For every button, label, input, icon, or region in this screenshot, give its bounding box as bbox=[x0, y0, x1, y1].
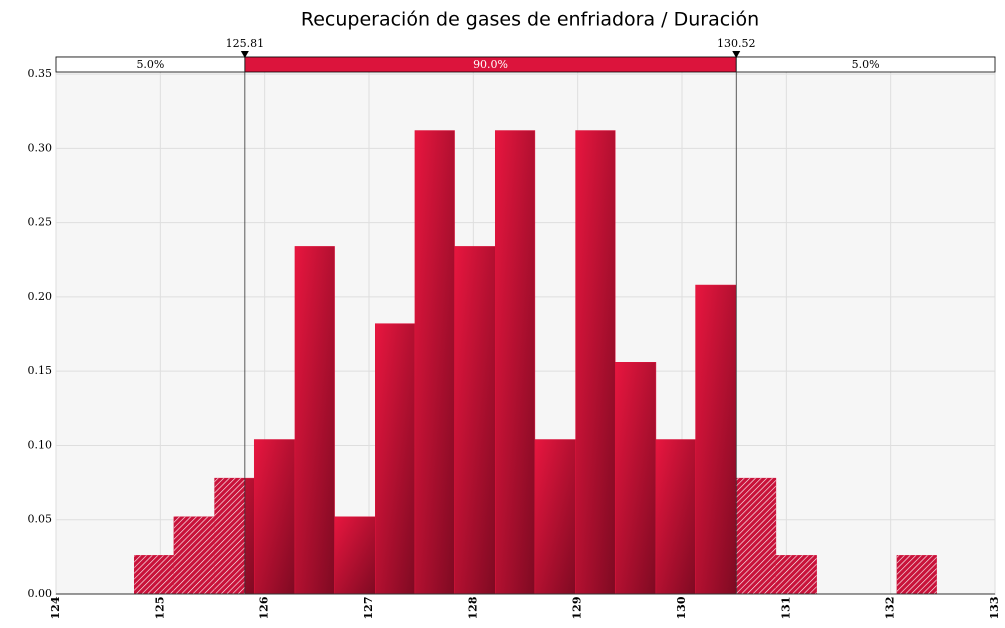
y-tick-label: 0.30 bbox=[28, 141, 53, 154]
y-tick-label: 0.25 bbox=[28, 216, 53, 229]
y-tick-label: 0.15 bbox=[28, 364, 53, 377]
bar bbox=[253, 439, 296, 595]
band-label: 90.0% bbox=[473, 58, 508, 71]
y-tick-label: 0.00 bbox=[28, 587, 53, 600]
hatch bbox=[214, 478, 245, 594]
hatch bbox=[896, 555, 937, 594]
band-label: 5.0% bbox=[136, 58, 164, 71]
hatch bbox=[775, 555, 817, 594]
hatch bbox=[134, 555, 174, 594]
delimiter-marker bbox=[732, 51, 741, 58]
y-tick-label: 0.20 bbox=[28, 290, 53, 303]
bar bbox=[454, 246, 496, 595]
hatch bbox=[736, 478, 776, 594]
x-tick-label: 131 bbox=[779, 597, 792, 620]
x-tick-label: 124 bbox=[49, 596, 62, 619]
y-tick-label: 0.10 bbox=[28, 438, 53, 451]
delimiter-marker bbox=[240, 51, 249, 58]
y-tick-label: 0.35 bbox=[28, 67, 53, 80]
x-tick-label: 126 bbox=[258, 596, 271, 619]
x-tick-label: 125 bbox=[153, 597, 166, 620]
delimiter-label: 130.52 bbox=[717, 37, 756, 50]
x-tick-label: 128 bbox=[466, 596, 479, 619]
bar bbox=[655, 439, 696, 595]
bar bbox=[375, 323, 416, 595]
bar bbox=[575, 130, 616, 595]
bar bbox=[334, 516, 376, 595]
chart-title: Recuperación de gases de enfriadora / Du… bbox=[301, 9, 759, 31]
bar bbox=[414, 130, 455, 595]
x-tick-label: 130 bbox=[675, 596, 688, 619]
y-tick-label: 0.05 bbox=[28, 513, 53, 526]
x-tick-label: 133 bbox=[988, 597, 1001, 620]
x-tick-label: 129 bbox=[571, 597, 584, 620]
bar bbox=[494, 130, 536, 595]
bar bbox=[294, 246, 335, 595]
band-label: 5.0% bbox=[852, 58, 880, 71]
bar bbox=[534, 439, 576, 595]
delimiter-label: 125.81 bbox=[226, 37, 265, 50]
hatch bbox=[173, 516, 215, 594]
x-tick-label: 127 bbox=[362, 597, 375, 620]
bar bbox=[695, 284, 737, 595]
x-tick-label: 132 bbox=[884, 597, 897, 620]
bar bbox=[614, 362, 657, 595]
